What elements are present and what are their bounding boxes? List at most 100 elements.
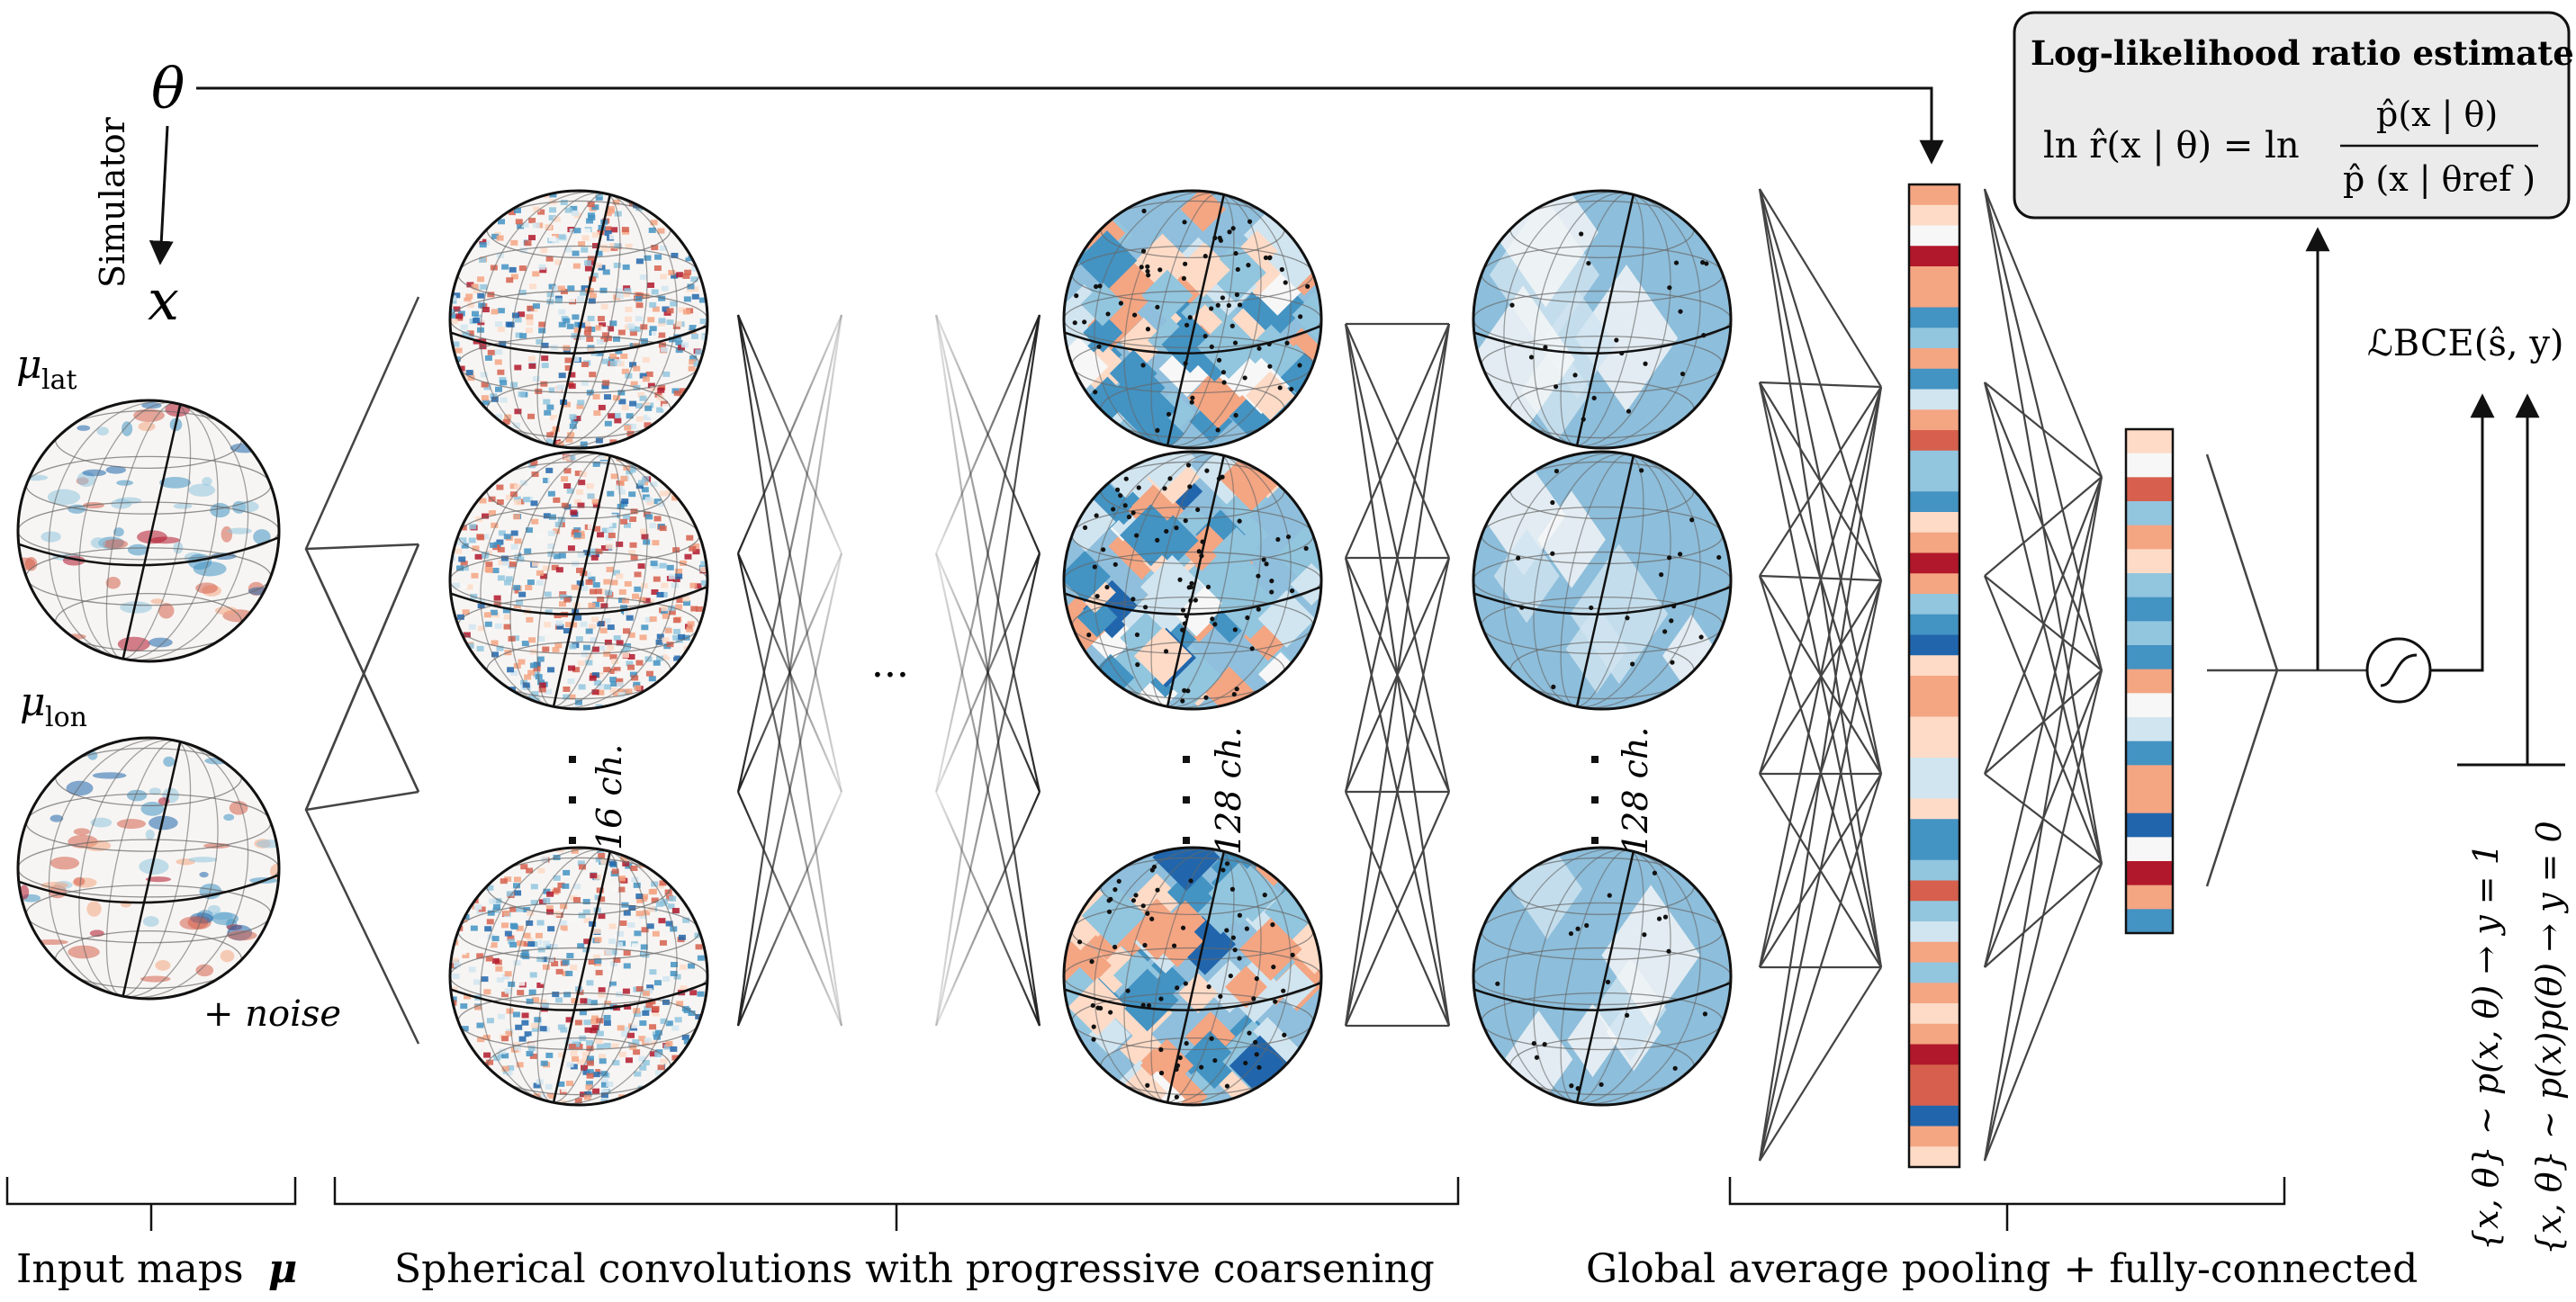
sphere-pixel (476, 953, 484, 959)
sphere-pixel (686, 534, 694, 541)
sphere-pixel (668, 573, 676, 579)
sphere-pixel (529, 1053, 537, 1059)
sphere-pixel (597, 689, 605, 696)
sphere-pixel (569, 423, 577, 429)
sphere-pixel (606, 1081, 614, 1087)
sphere-pixel (516, 906, 524, 912)
sphere-pixel (500, 922, 509, 929)
sphere-pixel (551, 394, 559, 400)
sphere-pixel (596, 1018, 604, 1024)
sphere-pixel (466, 282, 474, 288)
vector-cell (2126, 717, 2173, 742)
connection-line (1983, 863, 2103, 1162)
sphere-pixel (591, 646, 599, 652)
sphere-pixel (634, 930, 642, 937)
sphere-pixel (557, 285, 565, 292)
sphere-pixel (532, 303, 540, 310)
channel-dots-128a (1183, 756, 1190, 844)
sphere-pixel (558, 234, 566, 240)
sphere-pixel (689, 990, 698, 996)
sphere-pixel (466, 642, 474, 649)
sphere-pixel (519, 333, 527, 339)
sphere-pixel (545, 467, 554, 473)
sphere-pixel (514, 499, 522, 506)
sphere-pixel (635, 302, 644, 309)
sphere-pixel (671, 582, 679, 588)
sphere-feature (105, 576, 121, 589)
sphere-pixel (563, 483, 572, 489)
sphere-pixel (657, 387, 665, 393)
sphere-pixel (1064, 337, 1109, 397)
sphere-pixel (577, 334, 585, 340)
sphere-pixel (548, 283, 556, 290)
sphere-pixel (689, 325, 697, 331)
sphere-pixel (690, 276, 698, 283)
sphere-pixel (622, 597, 630, 604)
sphere-pixel (695, 606, 703, 612)
sphere-feature (66, 780, 94, 796)
bottom-brackets (5, 1177, 2286, 1231)
sphere-pixel (1205, 242, 1266, 303)
vector-cell (1909, 1044, 1959, 1065)
sphere-pixel (659, 939, 667, 946)
sphere-pixel (603, 667, 611, 673)
sphere-pixel (619, 920, 627, 927)
sphere-pixel (610, 680, 618, 687)
sphere-pixel (612, 395, 620, 401)
sphere-pixel (558, 552, 566, 559)
sphere-pixel (450, 298, 457, 304)
sphere-pixel (583, 998, 591, 1004)
sphere-pixel (536, 579, 544, 586)
vector-cell (1909, 368, 1959, 390)
sphere-pixel (455, 539, 464, 545)
vector-cell (1909, 737, 1959, 759)
sphere-pixel (621, 498, 629, 505)
sphere-pixel (668, 270, 676, 276)
vector-cell (1909, 696, 1959, 717)
sphere-pixel (690, 333, 698, 339)
sphere-pixel (629, 671, 637, 678)
sphere-pixel (600, 1082, 608, 1088)
sphere-feature (90, 817, 113, 828)
sphere-pixel (662, 637, 670, 643)
sphere-pixel (495, 386, 503, 392)
sphere-pixel (678, 633, 686, 640)
sphere-pixel (614, 243, 622, 249)
sphere-pixel (450, 963, 455, 969)
sphere-pixel (488, 496, 496, 502)
sphere-pixel (470, 925, 478, 931)
sphere-pixel (672, 323, 680, 329)
sphere-pixel (596, 350, 604, 356)
sphere-pixel (547, 543, 555, 550)
sphere-feature (155, 960, 171, 971)
sphere-pixel (585, 653, 593, 660)
sphere-pixel (642, 1010, 650, 1016)
sphere-pixel (487, 292, 495, 298)
sphere-pixel (608, 860, 617, 867)
sphere-feature (73, 828, 90, 836)
sphere-pixel (643, 539, 651, 545)
vector-cell (1909, 798, 1959, 820)
sphere-pixel (581, 875, 589, 881)
sphere-pixel (546, 909, 554, 915)
sphere-pixel (652, 540, 660, 546)
vector-cell (2126, 765, 2173, 790)
sphere-region (1594, 957, 1667, 1062)
sphere-pixel (688, 963, 696, 969)
sphere-pixel (603, 1042, 611, 1048)
vector-cell (1909, 676, 1959, 697)
sphere-pixel (487, 934, 495, 940)
sphere-pixel (621, 368, 629, 374)
sphere-pixel (608, 413, 616, 419)
sphere-pixel (588, 552, 596, 558)
sphere-pixel (609, 677, 617, 683)
input-map-sphere-lon (16, 736, 281, 1001)
sphere-pixel (474, 904, 482, 911)
input-maps-label: Input maps μ (16, 1246, 297, 1292)
sphere-pixel (555, 929, 563, 936)
sphere-pixel (618, 588, 626, 595)
sphere-pixel (608, 938, 617, 945)
sphere-pixel (560, 925, 568, 931)
sphere-pixel (466, 330, 474, 337)
